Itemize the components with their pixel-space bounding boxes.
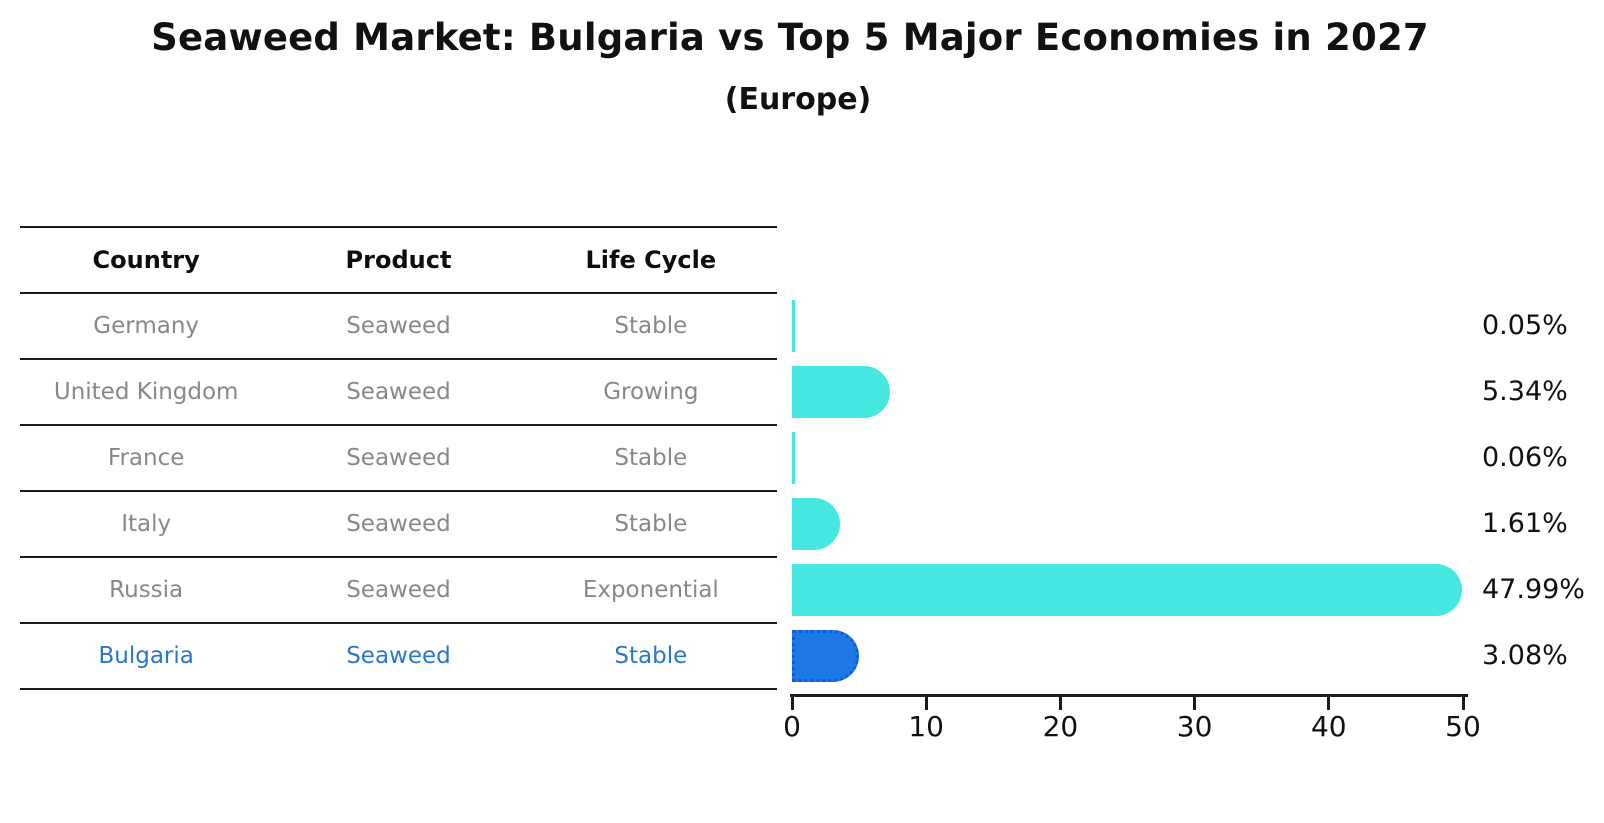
bar: [792, 300, 795, 352]
cell-product: Seaweed: [346, 379, 451, 405]
table-grid-line: [20, 490, 777, 492]
bar: [792, 432, 795, 484]
cell-product: Seaweed: [346, 313, 451, 339]
x-axis-tick-label: 20: [1042, 710, 1079, 743]
table-row: United Kingdom Seaweed Growing: [20, 359, 777, 425]
cell-country: Italy: [121, 511, 172, 537]
x-axis-tick-label: 0: [783, 710, 801, 743]
cell-country: France: [107, 445, 185, 471]
table-row: France Seaweed Stable: [20, 425, 777, 491]
page-title: Seaweed Market: Bulgaria vs Top 5 Major …: [151, 16, 1429, 59]
cell-life-cycle: Growing: [603, 379, 699, 405]
cell-product: Seaweed: [346, 511, 451, 537]
table-grid-line: [20, 688, 777, 690]
cell-life-cycle: Exponential: [582, 577, 719, 603]
cell-life-cycle: Stable: [614, 445, 688, 471]
column-header-product: Product: [345, 246, 452, 274]
x-axis-tick-label: 40: [1310, 710, 1347, 743]
x-axis-tick: [790, 697, 794, 710]
bar: [792, 366, 890, 418]
table-row: Germany Seaweed Stable: [20, 293, 777, 359]
x-axis-tick: [924, 697, 928, 710]
x-axis-tick: [1193, 697, 1197, 710]
bar: [792, 564, 1463, 616]
x-axis-tick: [1327, 697, 1331, 710]
value-label: 1.61%: [1482, 508, 1568, 539]
value-label: 0.06%: [1482, 442, 1568, 473]
cell-product: Seaweed: [346, 643, 451, 669]
table-row: Italy Seaweed Stable: [20, 491, 777, 557]
x-axis-tick-label: 30: [1176, 710, 1213, 743]
value-label: 47.99%: [1482, 574, 1585, 605]
cell-country: Bulgaria: [98, 643, 194, 669]
cell-country: Germany: [93, 313, 200, 339]
column-header-country: Country: [92, 246, 200, 274]
cell-life-cycle: Stable: [614, 643, 688, 669]
value-label: 0.05%: [1482, 310, 1568, 341]
table-grid-line: [20, 622, 777, 624]
table-grid-line: [20, 358, 777, 360]
table-grid-line: [20, 556, 777, 558]
table-row: Russia Seaweed Exponential: [20, 557, 777, 623]
table-grid-line: [20, 226, 777, 228]
cell-life-cycle: Stable: [614, 511, 688, 537]
cell-country: Russia: [109, 577, 184, 603]
cell-product: Seaweed: [346, 577, 451, 603]
table-grid-line: [20, 424, 777, 426]
table-header-row: Country Product Life Cycle: [20, 227, 777, 293]
x-axis-line: [790, 694, 1468, 697]
value-label: 3.08%: [1482, 640, 1568, 671]
cell-product: Seaweed: [346, 445, 451, 471]
bar: [792, 498, 840, 550]
table-grid-line: [20, 292, 777, 294]
x-axis-tick: [1461, 697, 1465, 710]
cell-country: United Kingdom: [53, 379, 239, 405]
x-axis-tick: [1058, 697, 1062, 710]
page-subtitle: (Europe): [724, 82, 872, 117]
cell-life-cycle: Stable: [614, 313, 688, 339]
bar-highlight: [792, 630, 860, 682]
x-axis-tick-label: 10: [908, 710, 944, 743]
value-label: 5.34%: [1482, 376, 1568, 407]
table-row: Bulgaria Seaweed Stable: [20, 623, 777, 689]
column-header-life-cycle: Life Cycle: [585, 246, 717, 274]
x-axis-tick-label: 50: [1445, 710, 1481, 743]
